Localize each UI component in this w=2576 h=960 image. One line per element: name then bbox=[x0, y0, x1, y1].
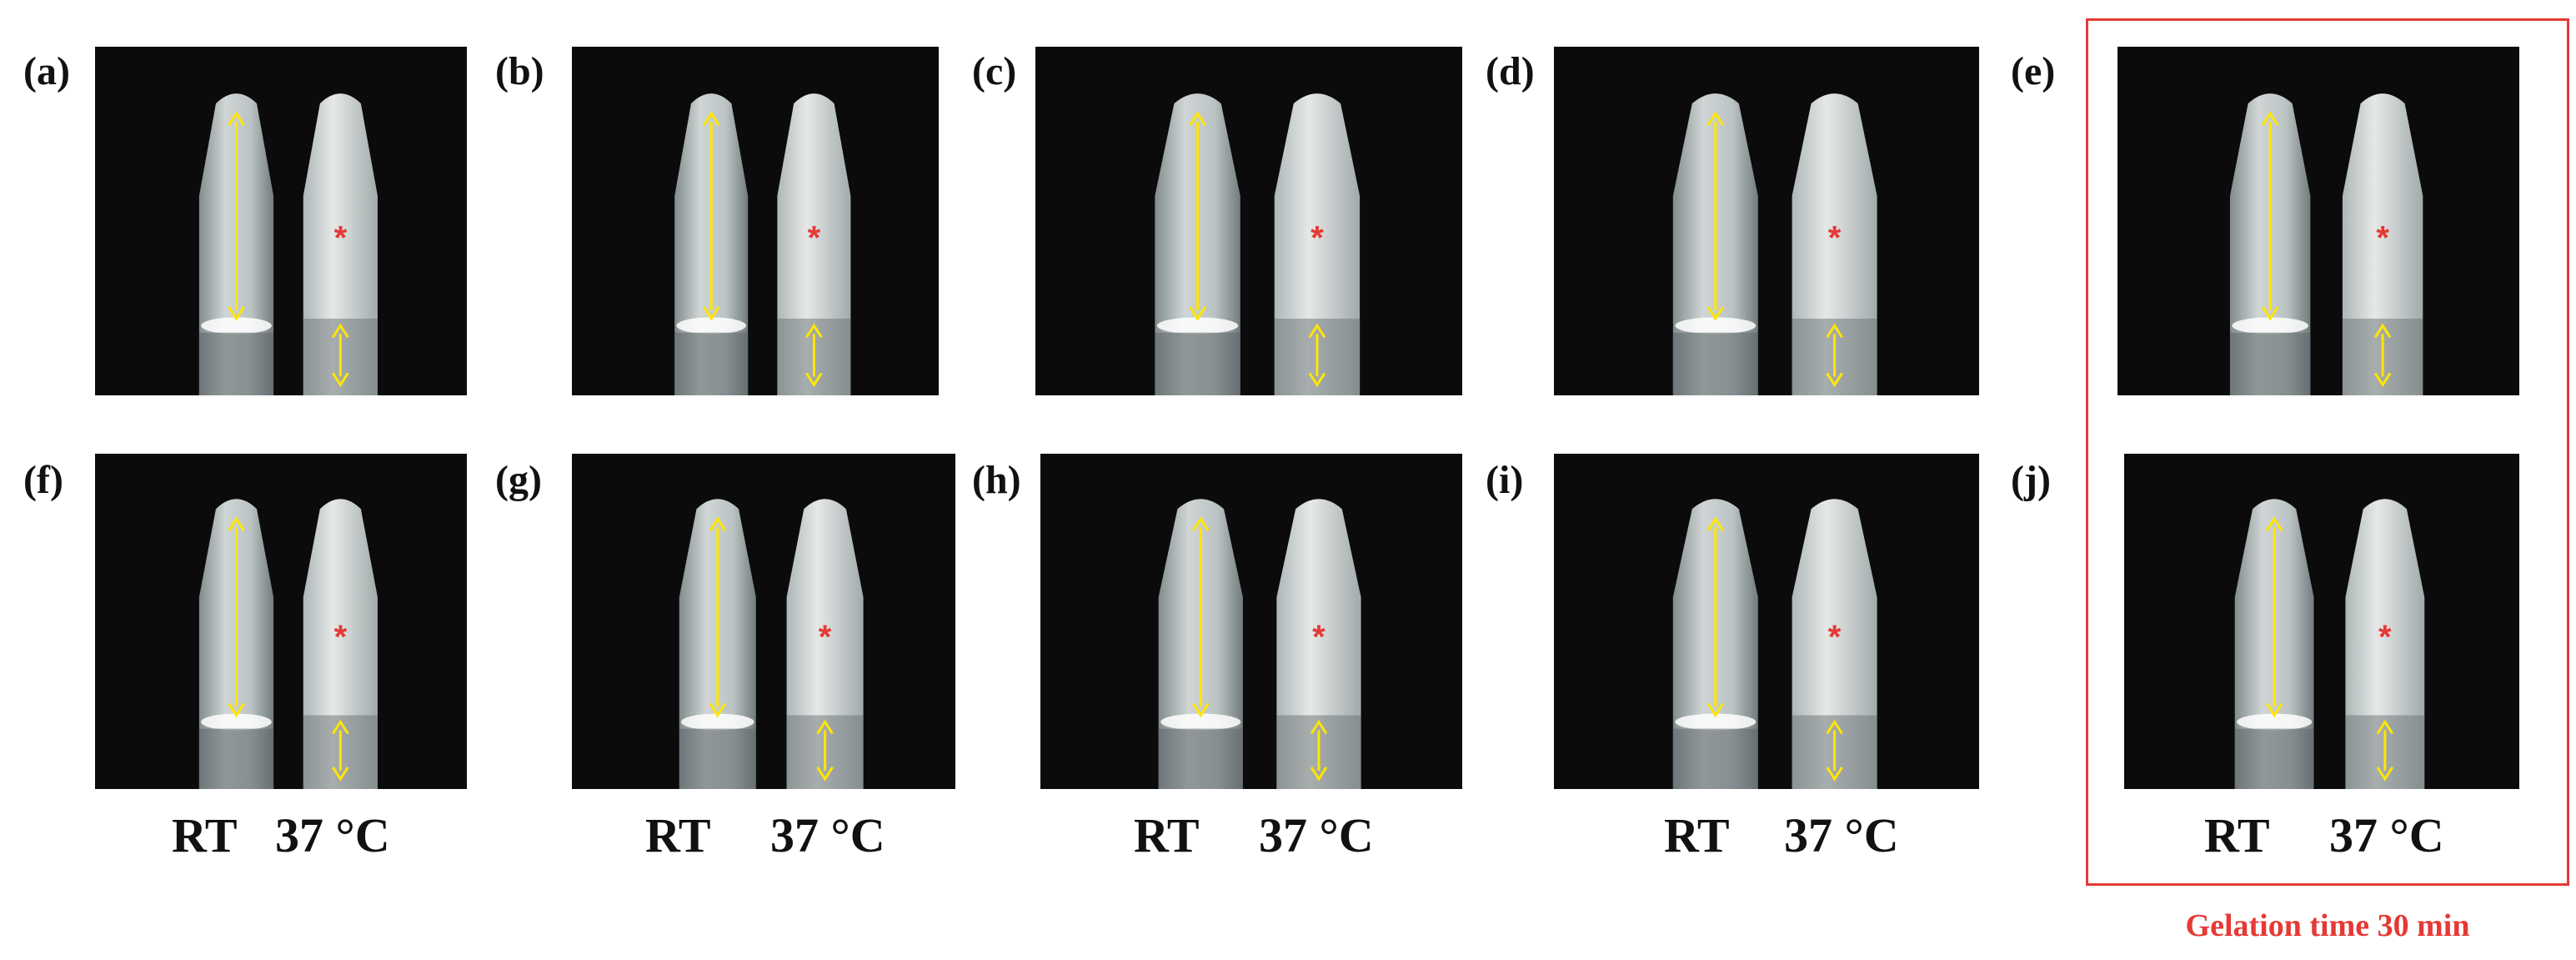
rt-liquid-arrow bbox=[709, 516, 727, 718]
panel-label-c: (c) bbox=[972, 49, 1017, 93]
rt-liquid-arrow bbox=[2261, 111, 2279, 321]
gel-marker-asterisk: * bbox=[2378, 619, 2392, 656]
photo-j: * bbox=[2124, 454, 2519, 789]
photo-b: * bbox=[572, 47, 939, 395]
panel-label-b: (b) bbox=[495, 49, 544, 93]
panel-label-j: (j) bbox=[2011, 458, 2051, 502]
panel-label-f: (f) bbox=[23, 458, 63, 502]
caption-rt-4: RT bbox=[1664, 808, 1730, 862]
caption-hot-2: 37 °C bbox=[770, 808, 885, 862]
caption-hot-4: 37 °C bbox=[1784, 808, 1899, 862]
photo-f: * bbox=[95, 454, 467, 789]
hot-gel-arrow bbox=[1826, 323, 1843, 388]
hot-gel-arrow bbox=[1826, 719, 1843, 782]
caption-rt-5: RT bbox=[2204, 808, 2270, 862]
caption-rt-2: RT bbox=[645, 808, 711, 862]
gel-marker-asterisk: * bbox=[1311, 219, 1324, 256]
photo-c: * bbox=[1035, 47, 1462, 395]
rt-liquid-arrow bbox=[1706, 516, 1725, 718]
caption-hot-1: 37 °C bbox=[275, 808, 390, 862]
panel-label-g: (g) bbox=[495, 458, 542, 502]
rt-liquid-arrow bbox=[2265, 516, 2283, 718]
gel-marker-asterisk: * bbox=[808, 219, 821, 256]
photo-e: * bbox=[2117, 47, 2519, 395]
gel-marker-asterisk: * bbox=[334, 219, 348, 256]
rt-liquid-arrow bbox=[702, 111, 720, 321]
gel-marker-asterisk: * bbox=[1828, 619, 1842, 656]
gel-marker-asterisk: * bbox=[1312, 619, 1326, 656]
hot-gel-arrow bbox=[332, 323, 349, 388]
photo-d: * bbox=[1554, 47, 1979, 395]
hot-gel-arrow bbox=[2376, 719, 2394, 782]
panel-label-a: (a) bbox=[23, 49, 70, 93]
rt-liquid-arrow bbox=[1192, 516, 1210, 718]
panel-label-h: (h) bbox=[972, 458, 1021, 502]
hot-gel-arrow bbox=[332, 719, 349, 782]
hot-gel-arrow bbox=[1310, 719, 1328, 782]
gelation-time-note: Gelation time 30 min bbox=[2185, 908, 2470, 943]
photo-g: * bbox=[572, 454, 955, 789]
hot-gel-arrow bbox=[2373, 323, 2392, 388]
rt-liquid-arrow bbox=[228, 516, 245, 718]
caption-rt-3: RT bbox=[1134, 808, 1200, 862]
gel-marker-asterisk: * bbox=[334, 619, 348, 656]
hot-gel-arrow bbox=[805, 323, 823, 388]
gel-marker-asterisk: * bbox=[1828, 219, 1842, 256]
caption-hot-3: 37 °C bbox=[1259, 808, 1374, 862]
gel-marker-asterisk: * bbox=[819, 619, 832, 656]
rt-liquid-arrow bbox=[228, 111, 245, 321]
panel-label-e: (e) bbox=[2011, 49, 2056, 93]
hot-gel-arrow bbox=[1308, 323, 1326, 388]
panel-label-i: (i) bbox=[1486, 458, 1524, 502]
photo-h: * bbox=[1040, 454, 1462, 789]
rt-liquid-arrow bbox=[1706, 111, 1725, 321]
panel-label-d: (d) bbox=[1486, 49, 1535, 93]
photo-a: * bbox=[95, 47, 467, 395]
caption-rt-1: RT bbox=[172, 808, 238, 862]
photo-i: * bbox=[1554, 454, 1979, 789]
caption-hot-5: 37 °C bbox=[2329, 808, 2444, 862]
rt-liquid-arrow bbox=[1189, 111, 1206, 321]
highlight-frame bbox=[2086, 18, 2569, 886]
gel-marker-asterisk: * bbox=[2376, 219, 2389, 256]
hot-gel-arrow bbox=[816, 719, 834, 782]
